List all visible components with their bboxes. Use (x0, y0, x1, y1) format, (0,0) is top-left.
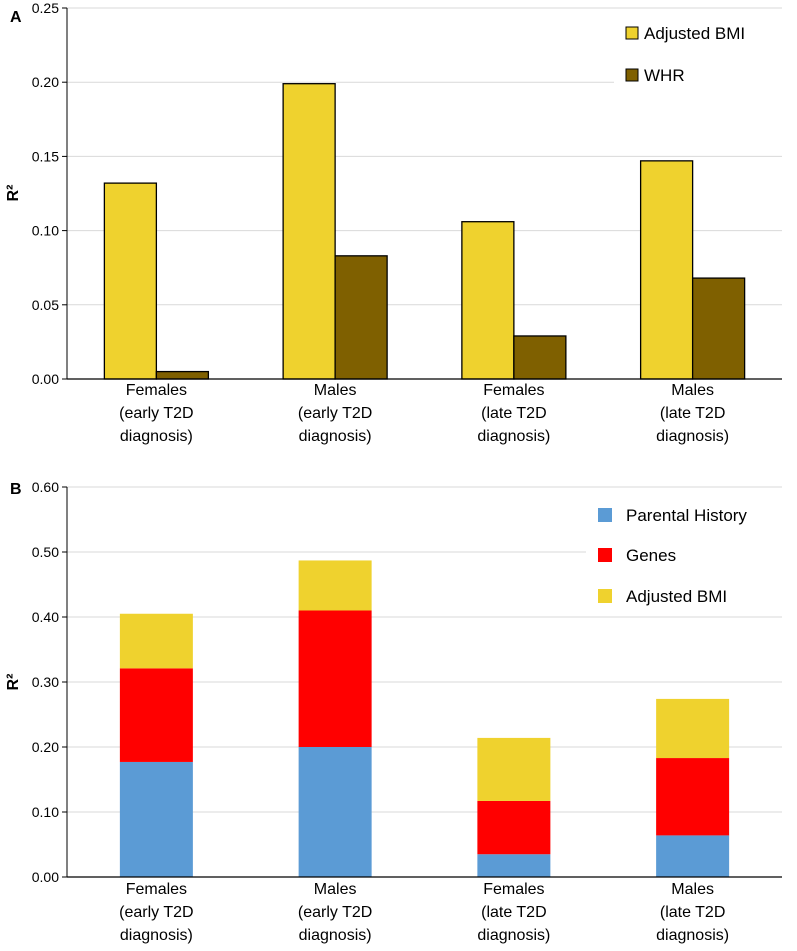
panel-b-category-label: (early T2D (298, 904, 372, 921)
panel-a-bar-adjusted-bmi (639, 160, 694, 380)
panel-b-bar-genes (298, 610, 372, 747)
panel-b-category-label: Males (671, 881, 714, 898)
panel-a-bar-whr (334, 255, 388, 380)
panel-b-category-label: (late T2D (660, 904, 726, 921)
panel-b-y-tick-label: 0.50 (32, 544, 59, 560)
panel-b-bar-parental-history (656, 835, 730, 877)
panel-a-category-label: Males (671, 382, 714, 399)
panel-b-y-tick-label: 0.20 (32, 739, 59, 755)
panel-b-category-label: Females (483, 881, 544, 898)
panel-a-legend-label: WHR (644, 66, 685, 85)
panel-b-legend-box (586, 500, 784, 615)
panel-b-bar-genes (477, 800, 551, 855)
panel-a-bar-whr (155, 370, 210, 380)
panel-b-legend-swatch (598, 589, 612, 603)
panel-a-category-label: diagnosis) (299, 428, 372, 445)
panel-a-label: A (10, 9, 22, 26)
panel-b-legend-label: Parental History (626, 506, 747, 525)
panel-b-bar-adjusted-bmi (298, 560, 372, 611)
panel-a-chart: 0.00 0.05 0.10 0.15 0.20 0.25 Females (early T2… (5, 0, 784, 445)
panel-a-bar-adjusted-bmi (282, 83, 336, 380)
panel-a-legend-swatch (625, 26, 639, 40)
panel-b-legend-swatch (598, 508, 612, 522)
panel-a-legend-label: Adjusted BMI (644, 24, 745, 43)
panel-b-category-label: (early T2D (119, 904, 193, 921)
panel-a-category-label: (early T2D (298, 405, 372, 422)
panel-b-bar-parental-history (298, 747, 372, 877)
panel-a-bar-adjusted-bmi (103, 182, 158, 380)
panel-a-y-tick-label: 0.05 (32, 297, 59, 313)
panel-a-category-label: diagnosis) (120, 428, 193, 445)
panel-b-bar-adjusted-bmi (477, 737, 551, 801)
panel-b-category-label: (late T2D (481, 904, 547, 921)
panel-b-legend-swatch (598, 548, 612, 562)
panel-b-y-tick-label: 0.00 (32, 869, 59, 885)
panel-a-y-axis-title: R² (5, 185, 22, 202)
panel-b-bar-parental-history (119, 761, 193, 877)
panel-b-category-label: diagnosis) (656, 927, 729, 944)
panel-a-bar-adjusted-bmi (461, 221, 515, 380)
panel-b-y-axis-title: R² (5, 674, 22, 691)
panel-b-chart: 0.00 0.10 0.20 0.30 0.40 0.50 0.60 Females (earl… (5, 479, 784, 944)
panel-b-category-label: diagnosis) (120, 927, 193, 944)
panel-a-y-tick-label: 0.20 (32, 74, 59, 90)
panel-b-y-tick-label: 0.40 (32, 609, 59, 625)
panel-a-bar-whr (513, 335, 567, 380)
panel-a-category-label: Males (314, 382, 357, 399)
panel-a-category-label: diagnosis) (656, 428, 729, 445)
panel-a-category-label: diagnosis) (477, 428, 550, 445)
panel-b-bar-adjusted-bmi (656, 698, 730, 759)
panel-a-y-tick-label: 0.15 (32, 148, 59, 164)
panel-b-bar-genes (656, 758, 730, 836)
panel-b-bar-genes (119, 668, 193, 762)
panel-a-category-label: (late T2D (481, 405, 547, 422)
panel-b-bar-adjusted-bmi (119, 613, 193, 669)
panel-a-y-tick-label: 0.25 (32, 0, 59, 16)
panel-b-y-tick-label: 0.10 (32, 804, 59, 820)
panel-a-legend-box (614, 22, 784, 97)
panel-b-bar-parental-history (477, 854, 551, 877)
panel-a-category-label: Females (126, 382, 187, 399)
panel-a-category-label: (early T2D (119, 405, 193, 422)
panel-b-y-tick-label: 0.30 (32, 674, 59, 690)
panel-a-category-label: Females (483, 382, 544, 399)
panel-b-label: B (10, 481, 22, 498)
panel-b-category-label: Females (126, 881, 187, 898)
panel-a-y-tick-label: 0.00 (32, 371, 59, 387)
panel-a-legend-swatch (625, 68, 639, 82)
panel-a-bar-whr (691, 277, 746, 380)
panel-b-legend-label: Adjusted BMI (626, 587, 727, 606)
panel-a-category-label: (late T2D (660, 405, 726, 422)
panel-b-legend-label: Genes (626, 546, 676, 565)
panel-b-category-label: diagnosis) (299, 927, 372, 944)
panel-b-y-tick-label: 0.60 (32, 479, 59, 495)
panel-a-y-tick-label: 0.10 (32, 223, 59, 239)
panel-b-category-label: diagnosis) (477, 927, 550, 944)
panel-b-category-label: Males (314, 881, 357, 898)
